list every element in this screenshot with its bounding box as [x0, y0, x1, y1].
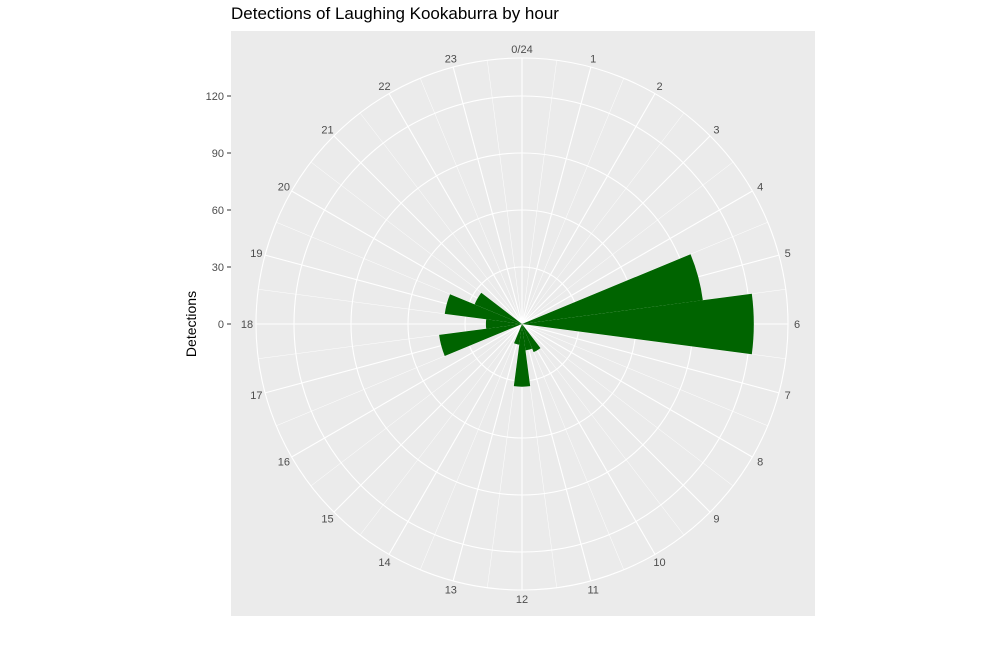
grid-spoke — [521, 323, 780, 394]
grid-spoke-minor — [521, 323, 768, 427]
hour-label: 16 — [278, 457, 290, 469]
grid-spoke-minor — [521, 323, 685, 536]
grid-spoke — [521, 190, 753, 325]
grid-spoke-minor — [419, 323, 523, 570]
grid-spoke-minor — [521, 78, 625, 325]
hour-label: 8 — [757, 457, 763, 469]
hour-labels: 0/24123456789101112131415161718192021222… — [241, 44, 800, 606]
hour-label: 20 — [278, 182, 290, 194]
grid-spoke — [452, 323, 523, 582]
grid-spoke-minor — [487, 60, 523, 325]
y-tick-label: 0 — [218, 319, 224, 331]
grid-spoke-minor — [276, 323, 523, 427]
y-axis-title: Detections — [183, 291, 199, 357]
hour-label: 17 — [250, 390, 262, 402]
grid-spoke-minor — [258, 323, 523, 359]
hour-label: 15 — [321, 513, 333, 525]
grid-spoke-minor — [521, 323, 734, 487]
hour-label: 14 — [378, 557, 390, 569]
hour-label: 18 — [241, 319, 253, 331]
y-tick-label: 60 — [212, 205, 224, 217]
bar-layer — [439, 254, 754, 387]
hour-label: 22 — [378, 81, 390, 93]
hour-label: 19 — [250, 248, 262, 260]
grid-spoke — [521, 323, 753, 458]
grid-spoke-minor — [359, 112, 523, 325]
y-tick-label: 120 — [206, 91, 224, 103]
grid-spoke — [452, 66, 523, 325]
y-tick-label: 90 — [212, 148, 224, 160]
grid-spoke-minor — [521, 323, 557, 588]
hour-label: 21 — [321, 125, 333, 137]
grid-spoke-minor — [310, 323, 523, 487]
bar-hour-13 — [514, 324, 522, 345]
hour-label: 7 — [785, 390, 791, 402]
grid-spoke-minor — [521, 161, 734, 325]
hour-label: 13 — [445, 585, 457, 597]
grid-spoke — [291, 323, 523, 458]
grid-spoke-minor — [258, 289, 523, 325]
hour-label: 5 — [785, 248, 791, 260]
grid-spoke — [521, 135, 711, 325]
hour-label: 1 — [590, 53, 596, 65]
grid-spoke — [521, 323, 711, 513]
grid-spoke — [333, 323, 523, 513]
bar-hour-6 — [522, 293, 754, 355]
grid-spoke — [388, 323, 523, 555]
bar-hour-11 — [522, 324, 533, 351]
grid-spoke-minor — [521, 323, 625, 570]
hour-label: 23 — [445, 53, 457, 65]
bar-hour-5 — [522, 254, 703, 324]
grid-spoke-minor — [521, 60, 557, 325]
grid-spoke-minor — [359, 323, 523, 536]
grid-spoke-minor — [419, 78, 523, 325]
bar-hour-19 — [444, 294, 522, 324]
grid-spoke — [388, 93, 523, 325]
y-axis: 0 30 60 90 120 — [206, 91, 231, 331]
hour-label: 9 — [713, 513, 719, 525]
grid-spoke-minor — [310, 161, 523, 325]
hour-label: 3 — [713, 125, 719, 137]
grid-spoke-minor — [521, 112, 685, 325]
grid-spoke — [521, 323, 592, 582]
hour-label: 0/24 — [511, 44, 532, 56]
bar-hour-18 — [485, 319, 522, 329]
hour-label: 6 — [794, 319, 800, 331]
grid-spoke — [521, 66, 592, 325]
grid-spoke — [333, 135, 523, 325]
grid-spoke — [521, 323, 656, 555]
bar-hour-12 — [513, 324, 531, 387]
hour-label: 10 — [653, 557, 665, 569]
bar-hour-20 — [474, 292, 522, 324]
grid-spoke-minor — [487, 323, 523, 588]
bar-hour-17 — [439, 324, 522, 356]
hour-label: 2 — [656, 81, 662, 93]
y-tick-label: 30 — [212, 262, 224, 274]
hour-label: 4 — [757, 182, 763, 194]
chart-title: Detections of Laughing Kookaburra by hou… — [231, 4, 559, 23]
hour-label: 12 — [516, 594, 528, 606]
hour-label: 11 — [587, 585, 598, 597]
grid-spoke — [521, 93, 656, 325]
bar-hour-10 — [522, 324, 541, 353]
